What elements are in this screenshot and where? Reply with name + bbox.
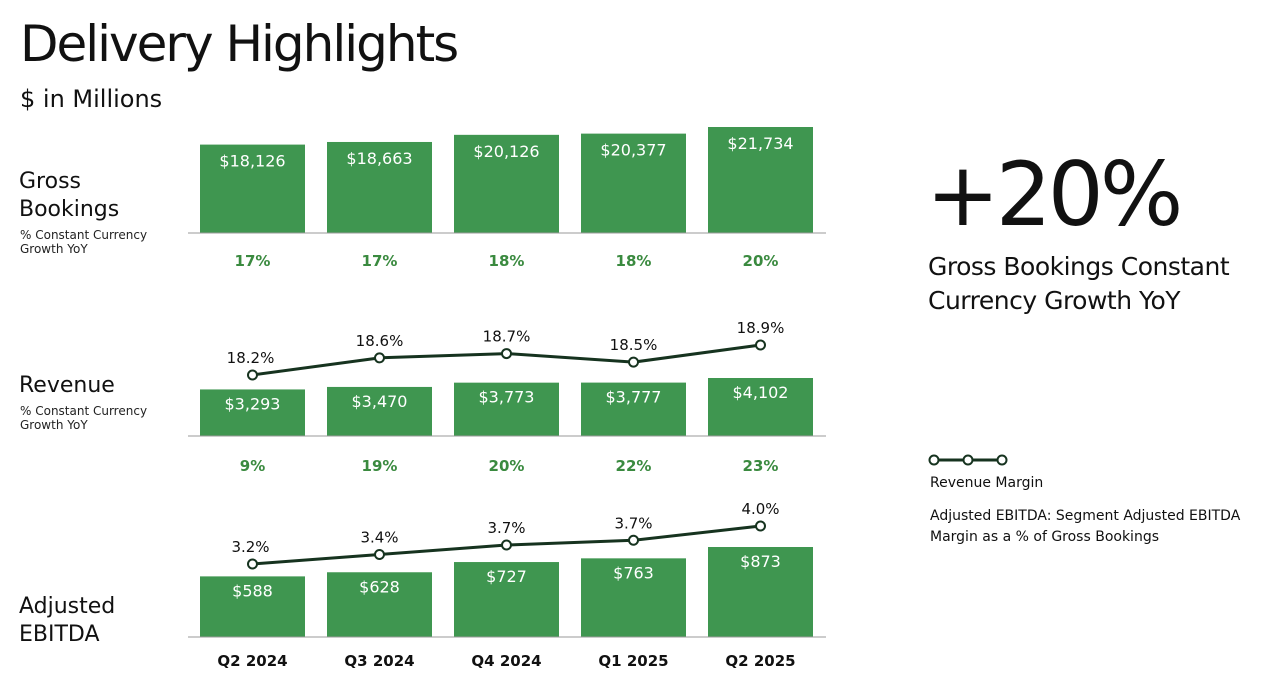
gross-bookings-bar-value: $18,126	[219, 152, 285, 171]
ebitda-bar-value: $588	[232, 581, 273, 600]
ebitda-bar	[200, 576, 305, 637]
gross-bookings-bar-value: $18,663	[346, 149, 412, 168]
revenue-margin-point	[501, 348, 512, 360]
ebitda-margin-label: 3.2%	[231, 538, 269, 556]
gross-bookings-note-line1: % Constant Currency	[20, 228, 148, 242]
revenue-margin-point	[247, 369, 258, 381]
highlight-growth-caption: Gross Bookings Constant Currency Growth …	[928, 252, 1230, 315]
revenue-note-line2: Growth YoY	[20, 418, 88, 432]
revenue-growth-label: 20%	[489, 457, 525, 475]
revenue-margin-label: 18.7%	[483, 328, 531, 346]
ebitda-margin-point	[374, 549, 385, 560]
ebitda-bar-value: $763	[613, 563, 654, 582]
revenue-bar-value: $3,773	[479, 388, 535, 407]
gross-bookings-bar	[200, 144, 305, 233]
revenue-bar	[708, 378, 813, 436]
gross-bookings-growth-label: 17%	[362, 252, 398, 270]
revenue-label: Revenue	[19, 373, 115, 398]
gross-bookings-label-line2: Bookings	[19, 197, 120, 222]
x-tick-label: Q2 2024	[217, 652, 287, 670]
ebitda-bar-value: $628	[359, 577, 400, 596]
revenue-note-line1: % Constant Currency	[20, 404, 148, 418]
revenue-bar-value: $3,777	[606, 388, 662, 407]
gross-bookings-bar-value: $20,377	[600, 141, 666, 160]
ebitda-footnote: Adjusted EBITDA: Segment Adjusted EBITDA…	[930, 508, 1241, 545]
ebitda-margin-point	[628, 534, 639, 546]
x-tick-label: Q1 2025	[598, 652, 668, 670]
legend-label: Revenue Margin	[930, 475, 1044, 491]
revenue-margin-point	[628, 356, 639, 368]
revenue-growth-label: 22%	[616, 457, 652, 475]
revenue-growth-label: 19%	[362, 457, 398, 475]
gross-bookings-growth-label: 17%	[235, 252, 271, 270]
highlight-growth-value: +20%	[926, 143, 1183, 246]
ebitda-bar	[454, 562, 559, 637]
revenue-bar	[327, 386, 432, 436]
revenue-growth-label: 9%	[240, 457, 265, 475]
revenue-margin-point	[374, 352, 385, 364]
page-subtitle: $ in Millions	[20, 85, 163, 113]
revenue-bar	[581, 382, 686, 436]
gross-bookings-bar	[454, 134, 559, 233]
ebitda-bar-value: $873	[740, 552, 781, 571]
revenue-margin-point	[755, 339, 766, 351]
revenue-margin-label: 18.6%	[356, 332, 404, 350]
ebitda-bar	[581, 558, 686, 637]
revenue-margin-label: 18.2%	[227, 349, 275, 367]
ebitda-margin-point	[501, 539, 512, 551]
gross-bookings-bar	[327, 141, 432, 233]
ebitda-label-line1: Adjusted	[19, 594, 116, 619]
revenue-bar	[454, 382, 559, 436]
page-title: Delivery Highlights	[20, 15, 459, 73]
ebitda-margin-label: 3.7%	[614, 514, 652, 532]
gross-bookings-note-line2: Growth YoY	[20, 242, 88, 256]
ebitda-margin-label: 3.4%	[360, 529, 398, 547]
revenue-bar-value: $4,102	[733, 383, 789, 402]
revenue-margin-label: 18.9%	[737, 319, 785, 337]
gross-bookings-bar-value: $20,126	[473, 142, 539, 161]
gross-bookings-growth-label: 18%	[489, 252, 525, 270]
ebitda-margin-point	[755, 520, 766, 532]
ebitda-margin-point	[247, 558, 258, 570]
ebitda-bar	[708, 547, 813, 637]
ebitda-margin-label: 3.7%	[487, 519, 525, 537]
x-tick-label: Q4 2024	[471, 652, 541, 670]
gross-bookings-growth-label: 20%	[743, 252, 779, 270]
gross-bookings-bar-value: $21,734	[727, 134, 793, 153]
x-tick-label: Q3 2024	[344, 652, 414, 670]
revenue-margin-legend-icon	[928, 454, 1008, 466]
gross-bookings-bar	[581, 133, 686, 233]
ebitda-bar-value: $727	[486, 567, 527, 586]
gross-bookings-label-line1: Gross	[19, 169, 81, 194]
revenue-bar	[200, 389, 305, 436]
revenue-bar-value: $3,470	[352, 392, 408, 411]
revenue-margin-label: 18.5%	[610, 336, 658, 354]
ebitda-bar	[327, 572, 432, 637]
ebitda-margin-label: 4.0%	[741, 500, 779, 518]
x-tick-label: Q2 2025	[725, 652, 795, 670]
revenue-growth-label: 23%	[743, 457, 779, 475]
revenue-bar-value: $3,293	[225, 394, 281, 413]
gross-bookings-growth-label: 18%	[616, 252, 652, 270]
ebitda-label-line2: EBITDA	[19, 622, 100, 647]
gross-bookings-bar	[708, 127, 813, 233]
